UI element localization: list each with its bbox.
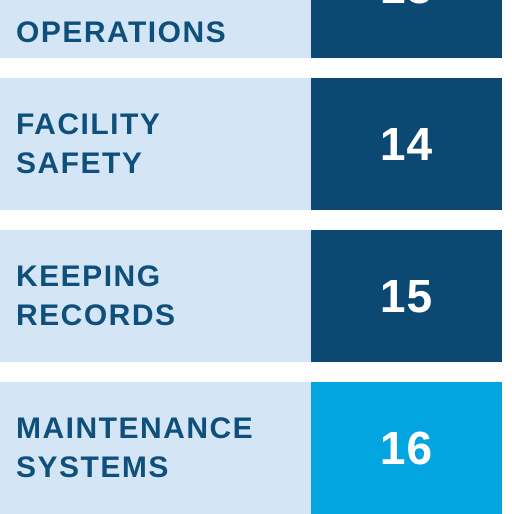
toc-title-line: KEEPING <box>16 260 162 293</box>
toc-page-number: 13 <box>380 0 433 14</box>
toc-title-cell: KEEPING RECORDS <box>0 230 311 362</box>
toc-title-cell: MAINTENANCE SYSTEMS <box>0 382 311 514</box>
toc-row-maintenance-systems[interactable]: MAINTENANCE SYSTEMS 16 <box>0 382 502 514</box>
toc-title-line: RECORDS <box>16 299 177 332</box>
toc-title-line: SAFETY <box>16 147 144 180</box>
toc-row-facility-safety[interactable]: FACILITY SAFETY 14 <box>0 78 502 210</box>
toc-row-keeping-records[interactable]: KEEPING RECORDS 15 <box>0 230 502 362</box>
toc-title-cell: FACILITY SAFETY <box>0 78 311 210</box>
toc-page-number: 15 <box>379 270 434 322</box>
toc-title-line: MAINTENANCE <box>16 412 255 445</box>
toc-page-number-box: 15 <box>311 230 502 362</box>
toc-title-line: SYSTEMS <box>16 451 170 484</box>
toc-title-line: OPERATIONS <box>16 16 228 49</box>
toc-title-line: FACILITY <box>16 108 162 141</box>
toc-page-number: 16 <box>379 422 434 474</box>
toc-title-cell: OPERATIONS <box>0 0 311 58</box>
toc-page-number-box: 13 <box>311 0 502 58</box>
toc-row-operations[interactable]: OPERATIONS 13 <box>0 0 502 58</box>
toc-page-number: 14 <box>379 118 434 170</box>
toc-page-number-box: 14 <box>311 78 502 210</box>
toc-page-number-box: 16 <box>311 382 502 514</box>
